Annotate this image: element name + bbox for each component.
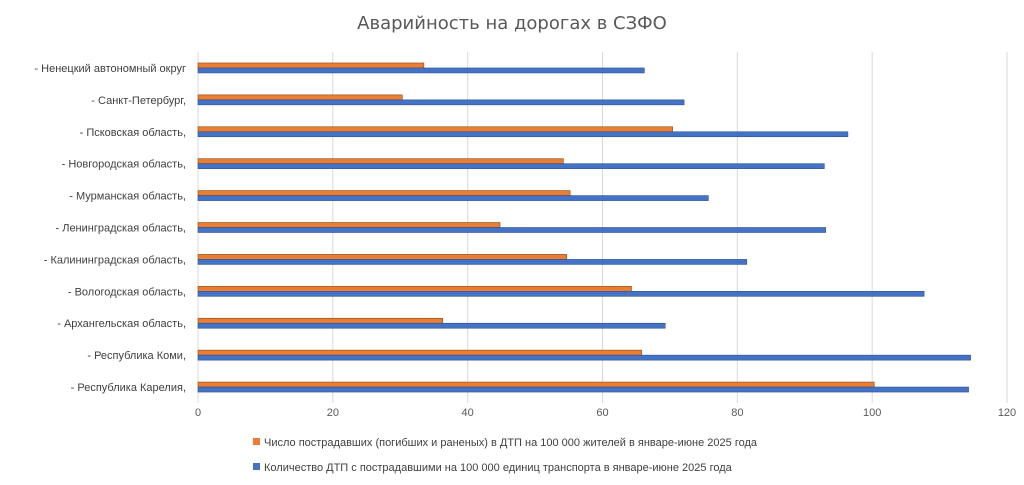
chart-title: Аварийность на дорогах в СЗФО: [357, 13, 667, 34]
category-label: - Вологодская область,: [68, 286, 186, 298]
legend-swatch-injured: [253, 438, 260, 445]
x-tick-labels: 0 20 40 60 80 100 120: [195, 407, 1016, 419]
bar-accidents: [197, 163, 825, 169]
category-label: - Архангельская область,: [57, 318, 186, 330]
bar-injured: [197, 158, 564, 164]
bar-injured: [197, 349, 642, 356]
category-label: - Калининградская область,: [44, 254, 186, 266]
x-tick-label: 60: [596, 407, 608, 419]
bar-accidents: [197, 354, 971, 361]
bar-injured: [197, 286, 632, 292]
category-label: - Санкт-Петербург,: [91, 95, 186, 107]
bar-accidents: [197, 195, 709, 201]
x-tick-label: 120: [998, 407, 1016, 419]
bar-accidents: [197, 99, 685, 106]
bar-accidents: [197, 322, 666, 329]
bar-injured: [197, 126, 673, 133]
bar-accidents: [197, 259, 748, 265]
bar-accidents: [197, 386, 969, 393]
bar-injured: [197, 62, 425, 69]
bar-injured: [197, 317, 444, 324]
legend-label-accidents: Количество ДТП с пострадавшими на 100 00…: [264, 462, 733, 474]
bars: [197, 62, 971, 393]
bar-injured: [197, 254, 568, 260]
bar-accidents: [197, 291, 925, 297]
bar-accidents: [197, 131, 849, 138]
legend-label-injured: Число пострадавших (погибших и раненых) …: [264, 437, 758, 449]
category-labels: - Республика Карелия, - Республика Коми, -…: [34, 63, 186, 394]
bar-injured: [197, 222, 501, 228]
category-label: - Новгородская область,: [62, 159, 186, 171]
bar-accidents: [197, 67, 645, 74]
bar-injured: [197, 190, 571, 196]
x-tick-label: 0: [195, 407, 201, 419]
x-tick-label: 40: [462, 407, 474, 419]
x-tick-label: 80: [731, 407, 743, 419]
legend-swatch-accidents: [253, 463, 260, 470]
category-label: - Республика Коми,: [87, 350, 186, 362]
bar-injured: [197, 94, 403, 101]
x-tick-label: 100: [863, 407, 881, 419]
category-label: - Ленинградская область,: [56, 223, 187, 235]
bar-injured: [197, 381, 875, 388]
category-label: - Мурманская область,: [69, 191, 186, 203]
category-label: - Ненецкий автономный округ: [34, 63, 186, 75]
bar-accidents: [197, 227, 826, 233]
category-label: - Республика Карелия,: [71, 382, 186, 394]
legend: Число пострадавших (погибших и раненых) …: [253, 437, 758, 474]
x-tick-label: 20: [327, 407, 339, 419]
category-label: - Псковская область,: [80, 127, 186, 139]
